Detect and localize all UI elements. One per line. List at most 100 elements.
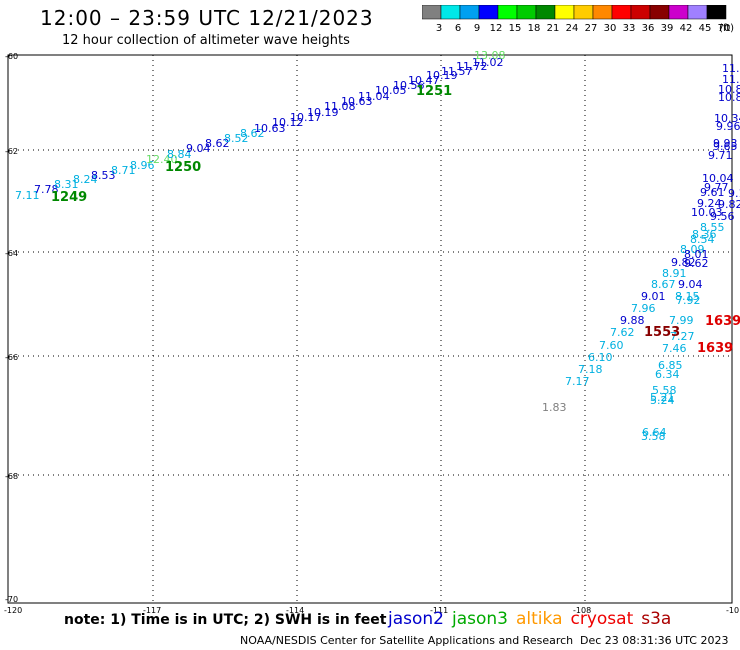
wave-height-label: 10.03 — [691, 206, 723, 219]
lat-label: -60 — [5, 52, 18, 61]
footer-date: Dec 23 08:31:36 UTC 2023 — [580, 634, 729, 647]
wave-height-label: 11.72 — [456, 60, 488, 73]
wave-height-label: 8.53 — [91, 169, 116, 182]
lat-label: -62 — [5, 147, 18, 156]
orbit-number-label: 1553 — [644, 325, 680, 340]
lon-label: -111 — [430, 606, 448, 615]
wave-height-label: 8.52 — [224, 132, 249, 145]
wave-height-label: 11.04 — [358, 90, 390, 103]
wave-height-label: 8.31 — [54, 178, 79, 191]
wave-height-label: 7.46 — [662, 342, 687, 355]
wave-height-label: 8.15 — [675, 290, 700, 303]
wave-height-label: 7.17 — [565, 375, 590, 388]
lon-label: -108 — [573, 606, 591, 615]
footer-credit: NOAA/NESDIS Center for Satellite Applica… — [240, 634, 574, 647]
wave-height-label: 5.58 — [652, 384, 677, 397]
legend-label: 27 — [585, 23, 598, 34]
wave-height-label: 10.19 — [426, 69, 458, 82]
wave-height-label: 8.09 — [680, 243, 705, 256]
wave-height-label: 1.83 — [542, 401, 567, 414]
legend-label: 39 — [661, 23, 674, 34]
satellite-altika: altika — [516, 609, 563, 629]
wave-height-label: 7.78 — [34, 183, 59, 196]
wave-height-label: 12.40 — [146, 153, 178, 166]
wave-height-label: 9.65 — [713, 140, 738, 153]
wave-height-label: 9.77 — [704, 181, 729, 194]
wave-height-label: 9.62 — [684, 257, 709, 270]
wave-height-label: 5.21 — [650, 391, 675, 404]
lon-label: -10 — [726, 606, 739, 615]
legend-label: 12 — [490, 23, 503, 34]
wave-height-label: 9.24 — [697, 197, 722, 210]
map-grid — [8, 55, 732, 603]
lat-label: -66 — [5, 353, 18, 362]
satellite-jason2: jason2 — [388, 609, 444, 629]
wave-height-label: 11.02 — [472, 56, 504, 69]
wave-height-label: 9.01 — [641, 290, 666, 303]
legend-label: 42 — [680, 23, 693, 34]
wave-height-label: 8.91 — [662, 267, 687, 280]
wave-height-label: 8.84 — [167, 148, 192, 161]
legend-label: 36 — [642, 23, 655, 34]
wave-height-label: 9.1 — [728, 187, 740, 200]
wave-height-label: 9.04 — [186, 142, 211, 155]
wave-height-label: 5.24 — [650, 394, 675, 407]
wave-height-label: 11.1 — [722, 73, 740, 86]
wave-height-label: 7.60 — [599, 339, 624, 352]
wave-height-label: 10.34 — [714, 112, 740, 125]
wave-height-label: 7.11 — [15, 189, 40, 202]
wave-height-label: 6.64 — [642, 426, 667, 439]
wave-height-label: 9.96 — [716, 120, 740, 133]
legend-label: 18 — [528, 23, 541, 34]
wave-height-label: 9.04 — [678, 278, 703, 291]
orbit-number-label: 1251 — [416, 84, 452, 99]
lon-label: -120 — [4, 606, 22, 615]
wave-height-label: 10.19 — [307, 106, 339, 119]
orbit-number-label: 1639 — [697, 341, 733, 356]
wave-height-label: 8.62 — [205, 137, 230, 150]
legend-label: 70 — [718, 23, 731, 34]
satellite-jason3: jason3 — [452, 609, 508, 629]
wave-height-label: 6.34 — [655, 368, 680, 381]
wave-height-label: 7.96 — [631, 302, 656, 315]
legend-label: 9 — [474, 23, 480, 34]
map-title: 12:00 – 23:59 UTC 12/21/2023 — [40, 6, 374, 30]
wave-height-label: 10.63 — [254, 122, 286, 135]
wave-height-label: 11.1 — [722, 62, 740, 75]
lon-label: -117 — [143, 606, 161, 615]
wave-height-label: 10.12 — [272, 116, 304, 129]
wave-height-label: 6.10 — [588, 351, 613, 364]
wave-height-label: 11.57 — [441, 65, 473, 78]
wave-height-label: 7.27 — [670, 330, 695, 343]
color-legend: 3 6 9 12 15 18 21 24 27 30 33 36 39 42 45 70(ft) — [422, 5, 734, 34]
wave-height-label: 10.47 — [408, 74, 440, 87]
legend-unit: (ft) — [719, 23, 734, 34]
axis-labels: -60 -62 -64 -66 -68 -70 -120 -117 -114 -111 -108 -1… — [4, 52, 739, 615]
legend-label: 15 — [509, 23, 522, 34]
wave-height-label: 10.05 — [375, 84, 407, 97]
wave-height-label: 10.56 — [393, 79, 425, 92]
wave-height-label: 9.82 — [718, 198, 740, 211]
wave-height-label: 13.08 — [474, 49, 506, 62]
wave-height-label: 8.96 — [130, 159, 155, 172]
wave-height-label: 8.54 — [690, 233, 715, 246]
lat-label: -64 — [5, 249, 18, 258]
wave-height-label: 8.36 — [692, 228, 717, 241]
wave-height-label: 3.58 — [641, 430, 666, 443]
wave-height-label: 9.82 — [671, 256, 696, 269]
wave-height-label: 7.18 — [578, 363, 603, 376]
satellite-key: jason2 jason3 altika cryosat s3a — [388, 609, 679, 629]
legend-label: 30 — [604, 23, 617, 34]
wave-height-label: 8.01 — [684, 248, 709, 261]
legend-label: 21 — [547, 23, 560, 34]
legend-label: 33 — [623, 23, 636, 34]
wave-height-label: 10.17 — [290, 111, 322, 124]
lat-label: -68 — [5, 472, 18, 481]
wave-height-label: 8.24 — [73, 173, 98, 186]
legend-label: 45 — [699, 23, 712, 34]
satellite-cryosat: cryosat — [570, 609, 634, 629]
map-subtitle: 12 hour collection of altimeter wave hei… — [62, 33, 350, 48]
legend-label: 3 — [436, 23, 442, 34]
wave-height-label: 7.92 — [676, 294, 701, 307]
